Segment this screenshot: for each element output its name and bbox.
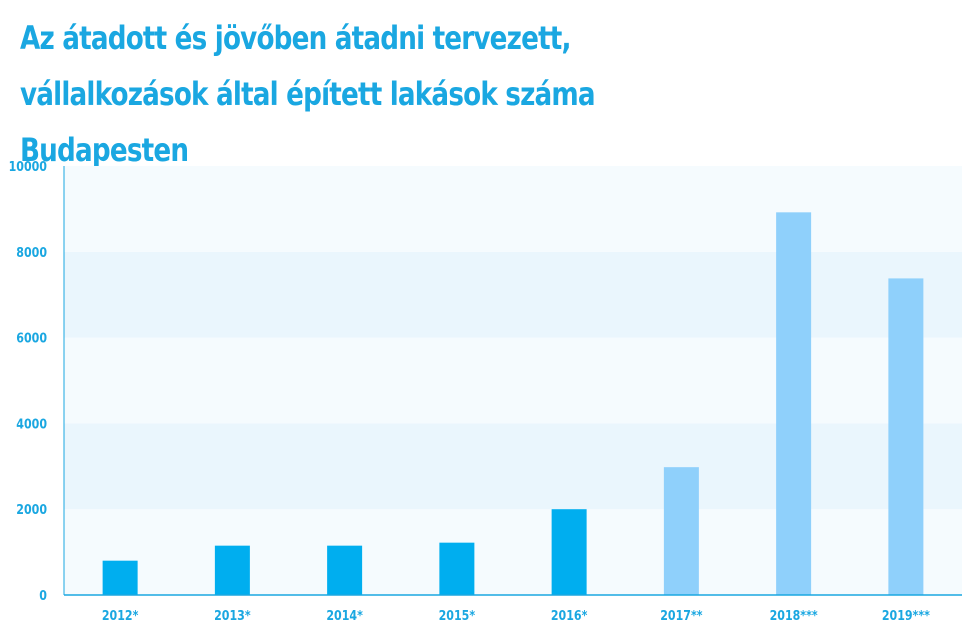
bar-2016 xyxy=(551,509,587,595)
x-tick-label: 2013* xyxy=(214,608,251,623)
y-tick-label: 2000 xyxy=(16,502,47,517)
bar-2018 xyxy=(776,212,812,595)
axes xyxy=(63,166,962,596)
chart-title: Az átadott és jövőben átadni tervezett, … xyxy=(20,10,758,178)
x-tick-label: 2012* xyxy=(102,608,139,623)
grid-band xyxy=(64,423,962,510)
y-tick-label: 10000 xyxy=(9,159,47,174)
y-tick-label: 4000 xyxy=(16,417,47,432)
y-axis-ticks: 0 2000 4000 6000 8000 10000 xyxy=(9,159,47,603)
grid-band xyxy=(64,509,962,595)
x-axis-ticks: 2012* 2013* 2014* 2015* 2016* 2017** 2018*** 20… xyxy=(102,608,931,623)
bar-series xyxy=(102,212,924,595)
x-tick-label: 2016* xyxy=(551,608,588,623)
bar-2014 xyxy=(327,545,363,595)
chart-title-line-2: vállalkozások által épített lakások szám… xyxy=(20,75,596,113)
grid-band xyxy=(64,337,962,424)
y-tick-label: 6000 xyxy=(16,331,47,346)
bar-2015 xyxy=(439,542,475,595)
x-tick-label: 2017** xyxy=(660,608,703,623)
x-tick-label: 2018*** xyxy=(770,608,819,623)
x-tick-label: 2019*** xyxy=(882,608,931,623)
chart-title-line-3: Budapesten xyxy=(20,131,189,169)
y-tick-label: 8000 xyxy=(16,245,47,260)
chart-title-line-1: Az átadott és jövőben átadni tervezett, xyxy=(20,19,572,57)
grid-band xyxy=(64,251,962,338)
bar-2012 xyxy=(102,560,138,595)
x-tick-label: 2015* xyxy=(439,608,476,623)
grid-bands xyxy=(64,166,962,595)
bar-2013 xyxy=(214,545,250,595)
x-tick-label: 2014* xyxy=(326,608,363,623)
bar-2017 xyxy=(663,467,699,595)
grid-band xyxy=(64,166,962,252)
y-tick-label: 0 xyxy=(39,588,47,603)
bar-2019 xyxy=(888,278,924,595)
